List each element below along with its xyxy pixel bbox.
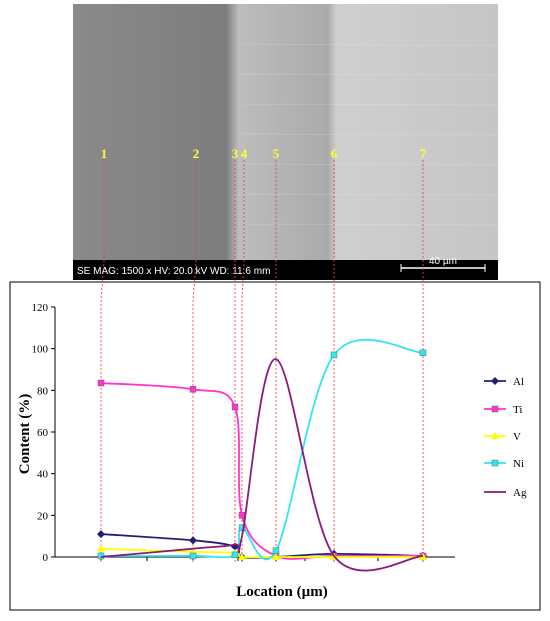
chart-series (97, 338, 427, 572)
chart-frame (9, 281, 541, 611)
data-point (97, 544, 105, 552)
series-ag (100, 358, 424, 572)
legend-label: Ag (513, 487, 527, 499)
sem-point-label: 6 (331, 146, 338, 161)
data-point (189, 386, 197, 393)
data-point (231, 403, 239, 411)
point-guide-line (100, 160, 105, 562)
data-point (491, 432, 499, 439)
legend-item: Ti (484, 404, 522, 416)
y-tick-label: 100 (32, 344, 49, 356)
series-ti (97, 379, 427, 560)
sem-point-label: 1 (101, 146, 108, 161)
series-line (100, 533, 424, 559)
y-tick-label: 120 (32, 302, 49, 314)
x-axis-title: Location (µm) (236, 584, 328, 600)
data-point (272, 547, 280, 554)
legend-label: V (513, 431, 521, 443)
legend-label: Al (513, 376, 524, 388)
data-point (491, 377, 499, 385)
data-point (491, 405, 499, 413)
legend-item: Ag (484, 487, 527, 499)
y-axis-title: Content (%) (17, 394, 33, 474)
sem-point-label: 3 (232, 146, 239, 161)
series-line (100, 338, 424, 561)
series-ni (97, 338, 427, 561)
data-point (330, 351, 338, 359)
data-point (189, 552, 197, 560)
sem-micrograph: SE MAG: 1500 x HV: 20.0 kV WD: 11.6 mm 4… (73, 4, 498, 280)
legend-item: Ni (484, 458, 524, 470)
y-tick-label: 60 (37, 427, 49, 439)
sem-point-label: 5 (273, 146, 280, 161)
data-point (238, 553, 246, 560)
sem-texture (237, 43, 498, 226)
data-point (238, 524, 246, 532)
sem-image-area (73, 4, 498, 260)
point-guide-line (192, 160, 197, 562)
y-tick-label: 0 (43, 552, 49, 564)
legend-item: V (484, 431, 521, 443)
sem-info-bar (73, 260, 498, 280)
y-tick-label: 40 (37, 469, 49, 481)
legend-label: Ti (513, 404, 522, 416)
series-line (100, 358, 424, 572)
data-point (238, 512, 246, 519)
data-point (231, 551, 239, 559)
sem-point-label: 7 (420, 146, 427, 161)
legend-label: Ni (513, 458, 524, 470)
y-tick-label: 20 (37, 510, 49, 522)
y-tick-label: 80 (37, 385, 49, 397)
data-point (97, 530, 105, 539)
sem-point-label: 4 (241, 146, 248, 161)
chart-legend: Al Ti V Ni Ag (484, 376, 527, 499)
sem-point-label: 2 (193, 146, 200, 161)
data-point (419, 349, 427, 357)
data-point (272, 553, 280, 560)
legend-item: Al (484, 376, 524, 388)
data-point (491, 459, 499, 467)
sem-info-text: SE MAG: 1500 x HV: 20.0 kV WD: 11.6 mm (77, 266, 270, 277)
data-point (189, 536, 197, 545)
sem-scale-label: 40 µm (429, 256, 457, 267)
series-line (100, 382, 423, 560)
data-point (97, 379, 105, 387)
point-guide-line (241, 160, 245, 562)
